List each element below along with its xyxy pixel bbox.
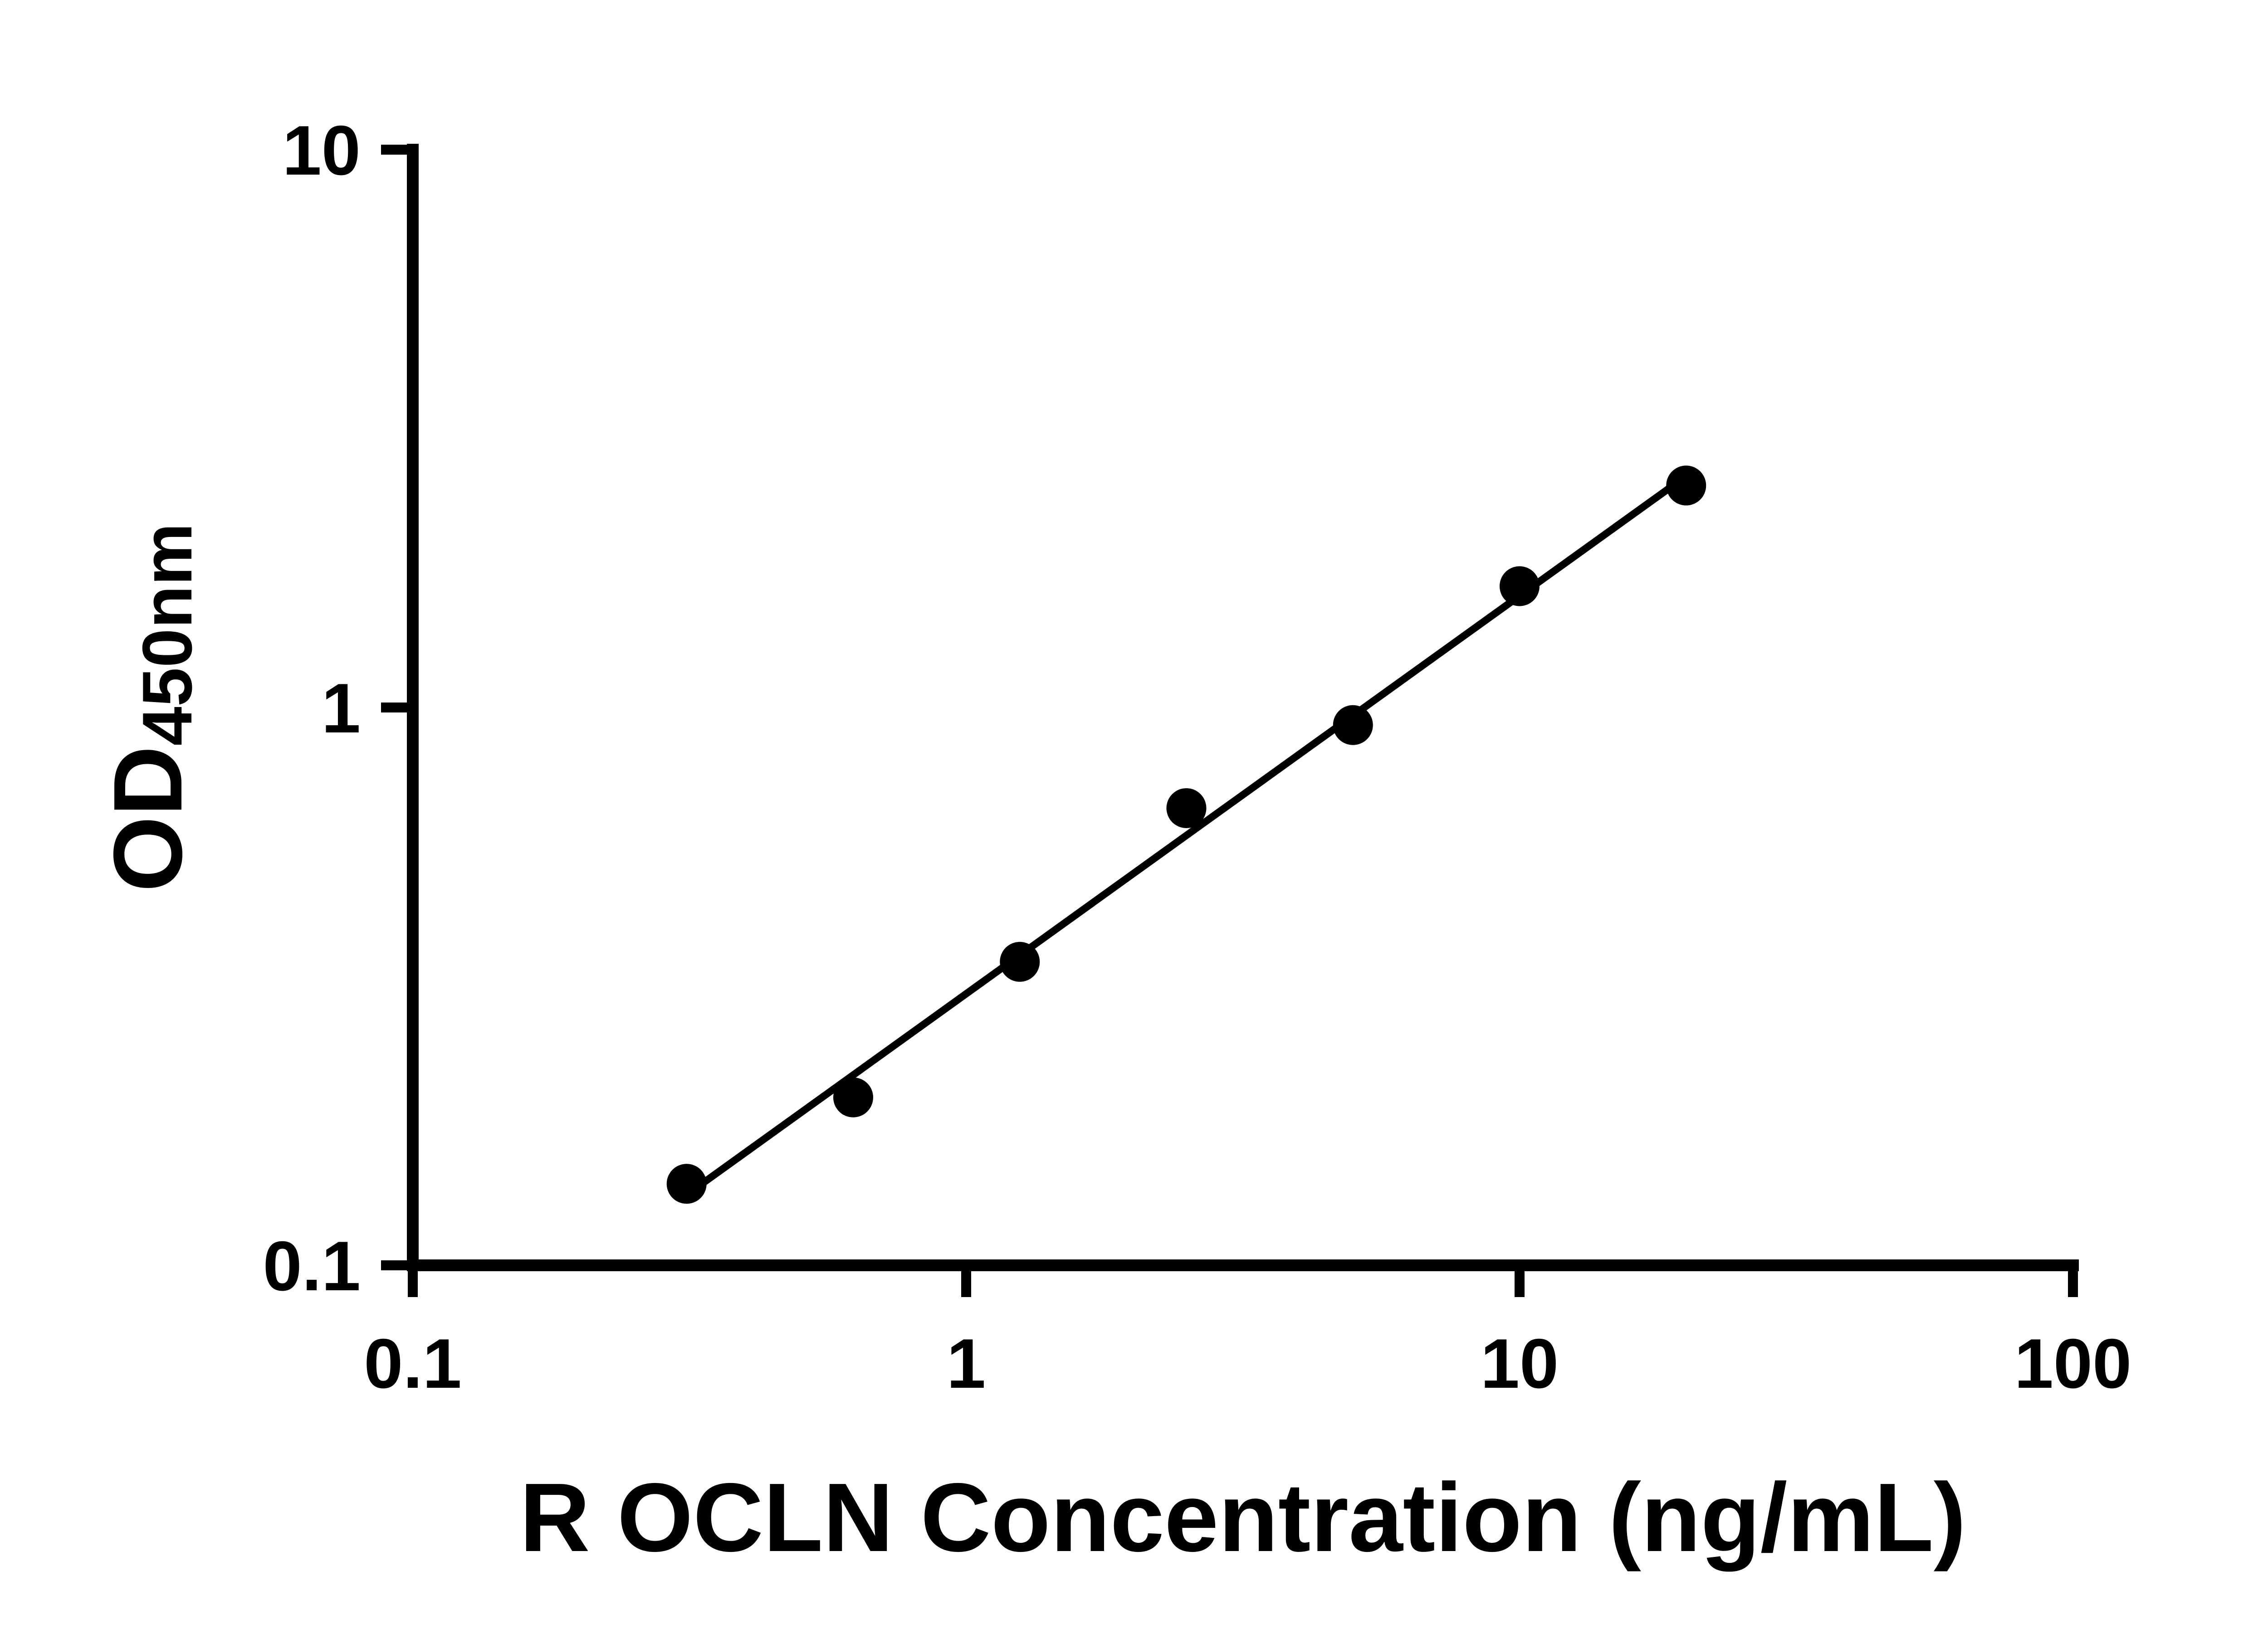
data-point (1166, 788, 1207, 828)
data-point (1666, 465, 1706, 506)
y-axis-title: OD450nm (93, 523, 206, 892)
y-axis-tick-label: 1 (322, 669, 361, 747)
tick-labels: 0.1 1 10 100 0.1 1 10 (263, 111, 2132, 1403)
x-axis-tick-label: 1 (947, 1324, 986, 1403)
y-axis-tick-label: 0.1 (263, 1227, 361, 1305)
y-axis-tick-label: 10 (283, 111, 361, 190)
y-axis-title-sub: 450nm (128, 523, 206, 746)
data-series (666, 465, 1706, 1204)
x-axis-title: R OCLN Concentration (ng/mL) (520, 1463, 1966, 1572)
axis-spines (407, 144, 2079, 1271)
x-axis-tick-label: 10 (1481, 1324, 1559, 1403)
tick-marks (381, 145, 2078, 1297)
x-axis-tick-label: 0.1 (364, 1324, 461, 1403)
y-axis-title-main: OD (93, 746, 202, 892)
data-point (1500, 566, 1540, 606)
x-axis-tick-label: 100 (2014, 1324, 2132, 1403)
data-point (666, 1164, 707, 1204)
data-point (833, 1077, 873, 1117)
data-point (1000, 942, 1040, 982)
data-point (1333, 705, 1373, 745)
axes (407, 144, 2079, 1271)
